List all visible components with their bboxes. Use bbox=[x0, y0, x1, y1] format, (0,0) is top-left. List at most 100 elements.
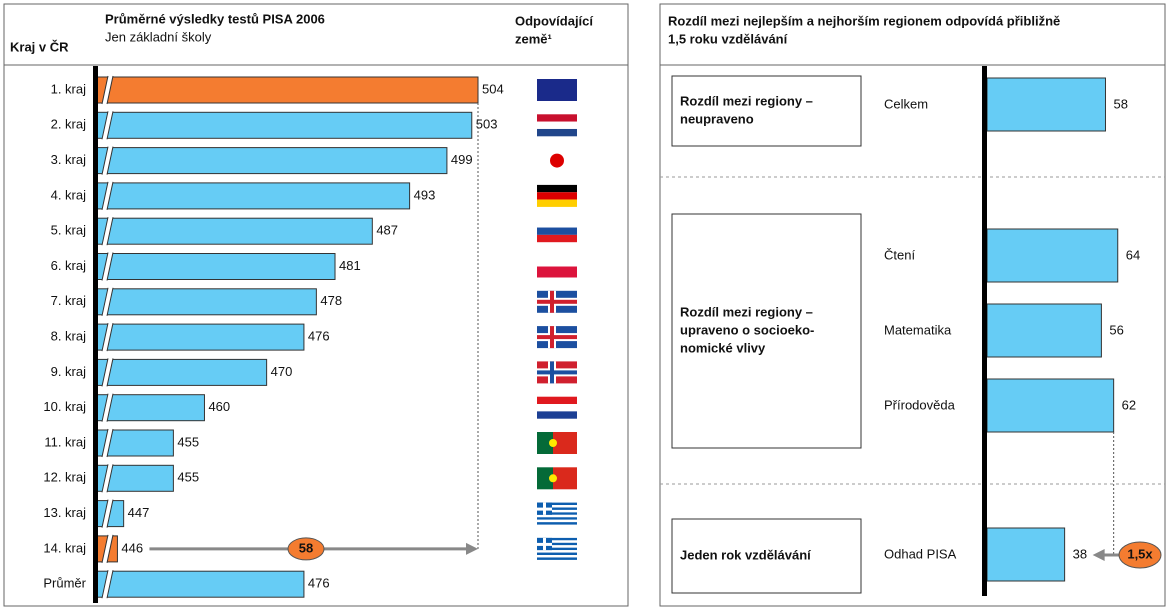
left-panel bbox=[3, 3, 629, 607]
y-tick-label: 11. kraj bbox=[44, 434, 86, 449]
axis bbox=[982, 66, 987, 596]
axis-break bbox=[101, 464, 109, 493]
flag bbox=[537, 522, 577, 525]
group-label: Rozdíl mezi regiony – bbox=[680, 304, 813, 319]
axis-break bbox=[102, 323, 113, 352]
y-tick-label: 10. kraj bbox=[43, 399, 86, 414]
group-box bbox=[671, 213, 862, 449]
flag bbox=[537, 299, 577, 304]
axis-break bbox=[101, 358, 109, 387]
y-tick-label: 4. kraj bbox=[51, 187, 87, 202]
bar bbox=[96, 76, 479, 104]
y-tick-label: 6. kraj bbox=[51, 258, 87, 273]
y-tick-label: 8. kraj bbox=[51, 329, 87, 344]
bar bbox=[96, 217, 373, 245]
annotation: 58 bbox=[299, 540, 313, 555]
bar bbox=[96, 394, 205, 422]
flag bbox=[537, 370, 577, 375]
axis-break bbox=[101, 534, 109, 564]
axis-break bbox=[102, 287, 113, 316]
axis-break bbox=[106, 287, 114, 316]
value-label: 493 bbox=[414, 187, 436, 202]
right-panel bbox=[659, 3, 1166, 607]
axis-break bbox=[101, 570, 109, 599]
category-label: Čtení bbox=[884, 247, 915, 262]
y-tick-label: 7. kraj bbox=[51, 293, 87, 308]
flag bbox=[537, 514, 577, 518]
flag-header: Odpovídající bbox=[515, 13, 593, 28]
chart-subtitle: Jen základní školy bbox=[105, 29, 212, 44]
bar bbox=[96, 111, 473, 139]
bar bbox=[96, 253, 336, 280]
flag bbox=[537, 199, 577, 207]
value-label: 446 bbox=[121, 540, 143, 555]
axis-break bbox=[102, 499, 113, 528]
flag bbox=[537, 552, 577, 556]
group-label: upraveno o socioeko- bbox=[680, 322, 814, 337]
chart-title: 1,5 roku vzdělávání bbox=[668, 31, 788, 46]
flag bbox=[537, 517, 577, 520]
axis-break bbox=[106, 464, 114, 493]
value-label: 503 bbox=[476, 117, 498, 132]
flag bbox=[537, 184, 577, 193]
flag bbox=[537, 555, 577, 558]
value-label: 58 bbox=[1113, 96, 1127, 111]
axis-break bbox=[102, 111, 113, 140]
flag bbox=[537, 128, 577, 137]
axis-break bbox=[102, 181, 113, 210]
bar bbox=[96, 147, 448, 175]
y-tick-label: 5. kraj bbox=[51, 223, 87, 238]
axis-break bbox=[101, 75, 109, 105]
axis-break bbox=[101, 252, 109, 281]
axis-break bbox=[101, 287, 109, 316]
axis-break bbox=[106, 252, 114, 281]
value-label: 476 bbox=[308, 576, 330, 591]
group-box bbox=[671, 75, 862, 147]
flag bbox=[537, 507, 552, 511]
axis-break bbox=[106, 111, 114, 140]
flag bbox=[553, 467, 577, 490]
annotation-bubble bbox=[287, 537, 325, 561]
axis-break bbox=[101, 428, 109, 458]
value-label: 470 bbox=[271, 364, 293, 379]
flag bbox=[537, 255, 577, 267]
axis-break bbox=[102, 429, 113, 457]
value-label: 64 bbox=[1126, 247, 1140, 262]
group-label: Rozdíl mezi regiony – bbox=[680, 93, 813, 108]
flag bbox=[537, 234, 577, 243]
value-label: 478 bbox=[320, 293, 342, 308]
y-tick-label: 14. kraj bbox=[43, 540, 86, 555]
flag bbox=[537, 192, 577, 200]
group-label: neupraveno bbox=[680, 111, 754, 126]
y-tick-label: 12. kraj bbox=[43, 470, 86, 485]
value-label: 38 bbox=[1073, 546, 1087, 561]
flag bbox=[537, 507, 577, 510]
arrow-head bbox=[1092, 549, 1105, 561]
value-label: 56 bbox=[1109, 322, 1123, 337]
axis-break bbox=[106, 534, 114, 564]
axis-break bbox=[102, 393, 113, 422]
axis-break bbox=[102, 464, 113, 493]
axis-break bbox=[101, 393, 109, 422]
axis-break bbox=[106, 499, 114, 528]
flag bbox=[549, 474, 557, 483]
bar bbox=[96, 323, 305, 351]
value-label: 481 bbox=[339, 258, 361, 273]
category-label: Matematika bbox=[884, 322, 952, 337]
axis-break bbox=[102, 534, 113, 563]
flag bbox=[553, 432, 577, 454]
annotation: 1,5x bbox=[1127, 546, 1153, 561]
annotation-bubble bbox=[1118, 541, 1162, 569]
flag bbox=[537, 220, 577, 228]
axis-break bbox=[101, 181, 109, 211]
flag bbox=[537, 404, 577, 412]
flag bbox=[537, 411, 577, 419]
flag bbox=[537, 396, 577, 405]
flag bbox=[537, 266, 577, 278]
axis-break bbox=[106, 322, 114, 352]
axis-break bbox=[102, 252, 113, 281]
chart-title: Rozdíl mezi nejlepším a nejhorším region… bbox=[668, 13, 1060, 28]
flag bbox=[537, 79, 577, 101]
category-label: Celkem bbox=[884, 96, 928, 111]
